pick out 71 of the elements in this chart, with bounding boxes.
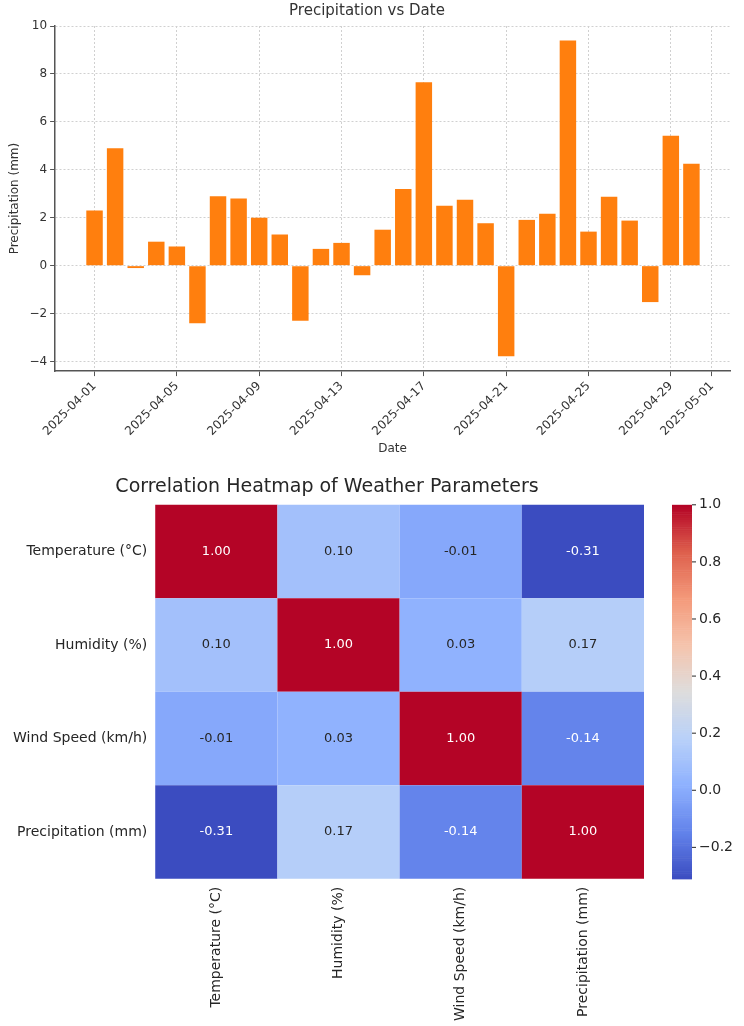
data-label: -0.01 xyxy=(443,542,478,558)
color-bar-label: 0.0 xyxy=(699,780,722,797)
color-bar-label: 1.0 xyxy=(699,495,722,512)
y-tick-label: 2 xyxy=(39,209,48,224)
bar xyxy=(271,234,289,266)
color-bar-label: 0.6 xyxy=(699,609,722,626)
data-label: 0.17 xyxy=(324,823,353,839)
bar xyxy=(292,266,309,321)
data-label: 1.00 xyxy=(568,823,598,839)
bar xyxy=(539,213,556,266)
y-tick-label: 0 xyxy=(39,257,48,272)
bar xyxy=(250,217,268,266)
bar xyxy=(333,242,350,266)
chart-title: Precipitation vs Date xyxy=(289,0,445,19)
bar xyxy=(559,40,577,266)
data-label: 0.10 xyxy=(324,542,353,558)
x-tick-label: Wind Speed (km/h) xyxy=(451,886,468,1021)
y-tick-label: Precipitation (mm) xyxy=(17,822,148,839)
x-tick-label: Humidity (%) xyxy=(329,886,346,979)
data-label: -0.31 xyxy=(566,542,600,558)
bar xyxy=(189,266,206,324)
bar xyxy=(518,219,535,266)
y-tick-label: 4 xyxy=(39,161,48,176)
data-label: 0.10 xyxy=(201,636,231,652)
y-tick-label: 10 xyxy=(31,18,48,33)
bar xyxy=(230,198,247,266)
x-axis-title: Date xyxy=(378,440,407,455)
data-label: 0.03 xyxy=(446,636,476,652)
bar xyxy=(642,266,659,303)
y-tick-label: −4 xyxy=(29,353,48,368)
y-tick-label: Temperature (°C) xyxy=(25,542,148,559)
data-label: -0.31 xyxy=(199,823,234,839)
bar xyxy=(415,82,433,266)
y-tick-label: 6 xyxy=(39,113,48,128)
x-tick-label: Temperature (°C) xyxy=(206,886,223,1009)
bar xyxy=(456,199,474,266)
data-label: 0.03 xyxy=(324,729,353,745)
bar xyxy=(312,248,330,266)
bar xyxy=(168,246,186,266)
bar xyxy=(353,266,371,276)
bar xyxy=(436,205,453,266)
bar xyxy=(477,223,494,266)
y-tick-label: Wind Speed (km/h) xyxy=(13,729,148,746)
bar xyxy=(209,196,227,266)
bar xyxy=(374,229,391,266)
bar xyxy=(600,196,618,266)
y-tick-label: Humidity (%) xyxy=(55,635,148,652)
data-label: -0.14 xyxy=(566,729,600,745)
color-bar-label: 0.4 xyxy=(699,666,722,683)
data-label: 1.00 xyxy=(324,636,353,652)
data-label: 1.00 xyxy=(201,542,231,558)
y-tick-label: 8 xyxy=(39,66,48,81)
bar xyxy=(580,231,597,266)
chart-title: Correlation Heatmap of Weather Parameters xyxy=(115,474,539,497)
bar xyxy=(662,135,680,266)
color-bar-label: 0.2 xyxy=(699,723,722,740)
bar xyxy=(86,210,103,266)
data-label: 0.17 xyxy=(568,636,598,652)
bar xyxy=(497,266,515,357)
data-label: 1.00 xyxy=(446,729,476,745)
y-tick-label: −2 xyxy=(29,305,48,320)
bar xyxy=(106,148,124,266)
color-bar-label: −0.2 xyxy=(699,838,733,855)
bar xyxy=(621,220,638,266)
bar xyxy=(683,163,700,266)
bar xyxy=(148,241,165,266)
x-tick-label: Precipitation (mm) xyxy=(573,886,590,1017)
data-label: -0.14 xyxy=(443,823,478,839)
bar xyxy=(395,188,412,266)
data-label: -0.01 xyxy=(199,729,234,745)
color-bar-label: 0.8 xyxy=(699,552,722,569)
